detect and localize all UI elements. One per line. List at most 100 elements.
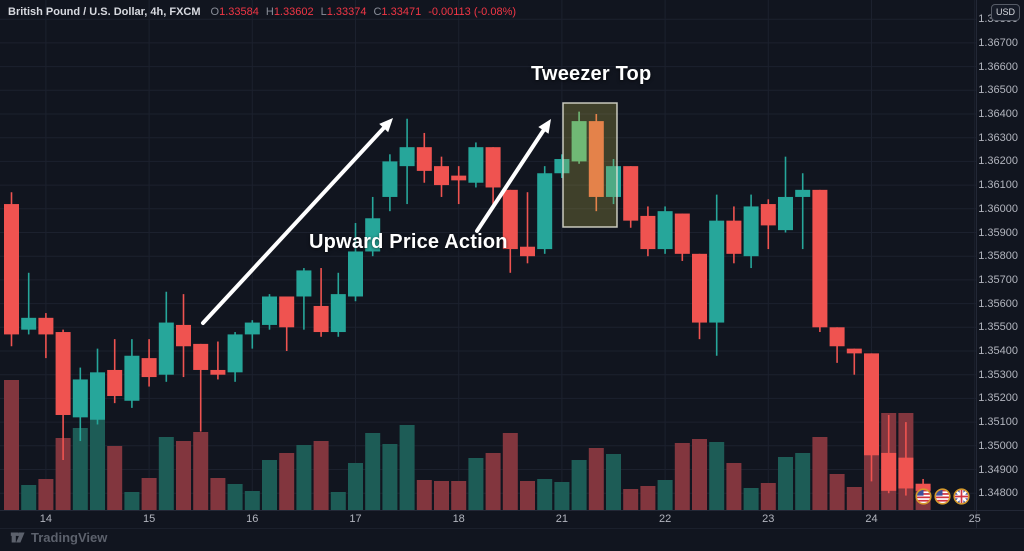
candle-body xyxy=(434,166,449,186)
time-tick-label: 25 xyxy=(968,513,981,525)
price-tick-label: 1.35500 xyxy=(978,321,1018,334)
volume-bar xyxy=(158,437,174,510)
arrow-head xyxy=(538,119,551,134)
volume-bar xyxy=(416,480,432,510)
tradingview-logo-icon xyxy=(10,532,25,543)
volume-bar xyxy=(743,488,759,510)
candle-body xyxy=(778,196,793,231)
volume-bar xyxy=(640,486,656,510)
volume-bar xyxy=(399,425,415,510)
volume-bar xyxy=(502,433,518,510)
candle-body xyxy=(829,327,845,347)
candle-body xyxy=(846,348,862,354)
bottom-separator xyxy=(0,528,1024,529)
time-axis-separator xyxy=(0,510,1024,511)
us-flag-icon[interactable] xyxy=(934,488,951,505)
volume-bar xyxy=(330,492,346,510)
price-axis-separator xyxy=(976,0,977,528)
candle-body xyxy=(90,372,105,420)
volume-bar xyxy=(657,480,673,510)
price-tick-label: 1.34800 xyxy=(978,487,1018,500)
candle-body xyxy=(657,211,673,250)
change-value: -0.00113 (-0.08%) xyxy=(428,6,517,18)
price-tick-label: 1.36100 xyxy=(978,179,1018,192)
price-tick-label: 1.35600 xyxy=(978,297,1018,310)
candle-body xyxy=(365,218,381,252)
volume-bar xyxy=(829,474,845,510)
candle-body xyxy=(554,159,570,174)
volume-bar xyxy=(279,453,295,510)
candle-body xyxy=(244,322,260,335)
annotation-upward-price-action[interactable]: Upward Price Action xyxy=(309,231,508,253)
volume-bar xyxy=(55,438,71,510)
volume-bar xyxy=(296,445,312,510)
close-label: C xyxy=(373,6,382,18)
candle-body xyxy=(382,161,398,197)
currency-badge[interactable]: USD xyxy=(991,4,1020,21)
price-tick-label: 1.35900 xyxy=(978,226,1018,239)
candle-body xyxy=(468,147,484,183)
candle-body xyxy=(864,353,879,456)
candle-body xyxy=(262,296,277,325)
candle-body xyxy=(210,369,226,375)
candle-body xyxy=(571,121,587,162)
open-label: O xyxy=(210,6,220,18)
annotation-tweezer-top[interactable]: Tweezer Top xyxy=(531,63,652,85)
tradingview-watermark-text: TradingView xyxy=(31,530,108,545)
candle-body xyxy=(348,251,363,297)
candle-body xyxy=(38,317,54,335)
chart-canvas[interactable] xyxy=(0,0,976,528)
price-tick-label: 1.35300 xyxy=(978,368,1018,381)
candle-body xyxy=(193,343,209,370)
price-tick-label: 1.34900 xyxy=(978,463,1018,476)
volume-bar xyxy=(623,489,639,510)
tradingview-watermark[interactable]: TradingView xyxy=(10,530,107,545)
uk-flag-icon[interactable] xyxy=(953,488,970,505)
volume-bar xyxy=(709,442,725,510)
candle-body xyxy=(176,324,191,347)
volume-bar xyxy=(313,441,329,510)
volume-bar xyxy=(124,492,140,510)
candle-body xyxy=(640,215,656,250)
us-flag-icon[interactable] xyxy=(915,488,932,505)
price-tick-label: 1.36500 xyxy=(978,84,1018,97)
high-value: 1.33602 xyxy=(273,6,314,18)
symbol-title[interactable]: British Pound / U.S. Dollar, 4h, FXCM xyxy=(8,6,201,18)
candle-body xyxy=(399,147,415,167)
volume-bar xyxy=(846,487,862,510)
event-flag-icons xyxy=(915,488,970,505)
volume-bar xyxy=(571,460,587,510)
candle-body xyxy=(502,189,518,250)
price-tick-label: 1.35200 xyxy=(978,392,1018,405)
candle-body xyxy=(485,147,501,188)
price-tick-label: 1.35000 xyxy=(978,439,1018,452)
volume-bar xyxy=(21,485,37,510)
volume-bar xyxy=(107,446,123,510)
price-axis[interactable]: 1.368001.367001.366001.365001.364001.363… xyxy=(976,0,1024,528)
volume-bar xyxy=(244,491,260,510)
volume-bar xyxy=(193,432,209,510)
candle-body xyxy=(416,147,432,171)
volume-bar xyxy=(72,428,88,510)
candle-body xyxy=(726,220,742,254)
volume-bar xyxy=(588,448,604,510)
candle-body xyxy=(296,270,312,297)
grid-lines xyxy=(0,0,976,510)
pattern-highlight-box xyxy=(562,102,618,228)
volume-bar xyxy=(812,437,828,510)
time-tick-label: 14 xyxy=(39,513,53,525)
candle-body xyxy=(709,220,725,323)
volume-bar xyxy=(90,419,105,510)
low-label: L xyxy=(320,6,327,18)
candle-body xyxy=(915,483,931,491)
time-tick-label: 17 xyxy=(349,513,362,525)
candle-body xyxy=(55,332,71,415)
low-value: 1.33374 xyxy=(326,6,367,18)
annotation-arrows xyxy=(201,118,551,325)
volume-bar xyxy=(760,483,776,510)
candle-body xyxy=(21,317,37,330)
candle-body xyxy=(623,166,639,221)
time-tick-label: 18 xyxy=(452,513,465,525)
time-axis[interactable]: 14 15 16 17 18 21 22 23 24 25 xyxy=(0,511,981,528)
